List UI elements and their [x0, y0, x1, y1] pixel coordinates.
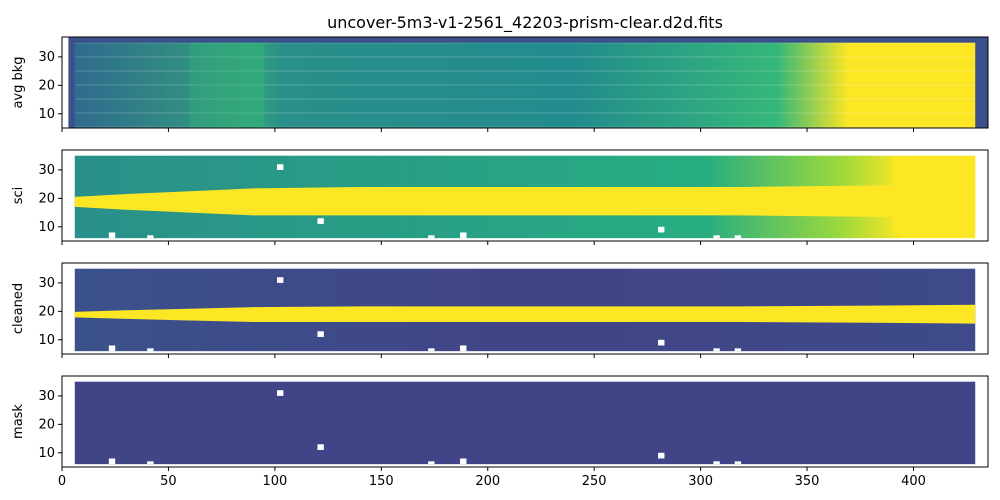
- panel-sci: 10 20 30 sci: [11, 149, 989, 245]
- y-tick-label: 30: [38, 163, 55, 178]
- masked-pixel: [428, 235, 435, 239]
- x-tick-label: 100: [262, 474, 287, 489]
- figure-title: uncover-5m3-v1-2561_42203-prism-clear.d2…: [327, 13, 723, 33]
- y-axis-label: mask: [11, 404, 26, 439]
- panel-cleaned: 10 20 30 cleaned: [11, 262, 989, 358]
- x-tick-label: 350: [795, 474, 820, 489]
- y-tick-label: 30: [38, 389, 55, 404]
- masked-pixel: [108, 458, 116, 465]
- y-axis-label: sci: [11, 187, 26, 205]
- axes-frame: [61, 149, 989, 242]
- masked-pixel: [147, 348, 154, 352]
- y-axis-label: cleaned: [11, 283, 26, 334]
- masked-pixel: [317, 331, 324, 337]
- y-tick-label: 10: [38, 333, 55, 348]
- masked-pixel: [108, 232, 116, 239]
- y-tick-label: 20: [38, 417, 55, 432]
- masked-pixel: [713, 235, 720, 239]
- masked-pixel: [734, 348, 742, 352]
- masked-pixel: [428, 348, 435, 352]
- x-tick-label: 0: [58, 474, 66, 489]
- masked-pixel: [713, 461, 720, 465]
- masked-pixel: [460, 458, 467, 465]
- masked-pixel: [108, 345, 116, 352]
- axes-frame: [61, 375, 989, 468]
- y-axis-label: avg bkg: [11, 56, 26, 108]
- x-tick-label: 300: [688, 474, 713, 489]
- masked-pixel: [658, 226, 665, 233]
- masked-pixel: [734, 235, 742, 239]
- masked-pixel: [658, 339, 665, 346]
- x-tick-label: 250: [582, 474, 607, 489]
- masked-pixel: [277, 164, 284, 170]
- y-tick-label: 20: [38, 78, 55, 93]
- masked-pixel: [147, 461, 154, 465]
- x-tick-label: 150: [369, 474, 394, 489]
- y-tick-label: 30: [38, 50, 55, 65]
- masked-pixel: [713, 348, 720, 352]
- spectral-trace: [74, 184, 976, 219]
- masked-pixel: [147, 235, 154, 239]
- panels: 10 20 30 avg bkg 10 20 30 sci 10 20 30 cleaned 10 20 3…: [11, 36, 989, 489]
- masked-pixel: [734, 461, 742, 465]
- saturated-region: [892, 158, 976, 233]
- bkg-bright-band: [189, 42, 265, 128]
- masked-pixel: [460, 345, 467, 352]
- masked-pixel: [317, 218, 324, 224]
- axes-frame: [61, 36, 989, 129]
- y-tick-label: 20: [38, 304, 55, 319]
- y-tick-label: 10: [38, 220, 55, 235]
- x-tick-label: 50: [160, 474, 177, 489]
- panel-avg-bkg: 10 20 30 avg bkg: [11, 36, 989, 132]
- masked-pixel: [428, 461, 435, 465]
- heatmap-image: [74, 381, 976, 465]
- masked-pixel: [460, 232, 467, 239]
- masked-pixel: [658, 452, 665, 459]
- y-tick-label: 10: [38, 107, 55, 122]
- masked-pixel: [317, 444, 324, 450]
- spectral-trace: [74, 304, 976, 324]
- x-tick-label: 200: [475, 474, 500, 489]
- x-tick-label: 400: [901, 474, 926, 489]
- masked-pixel: [277, 277, 284, 283]
- bkg-stripes: [74, 42, 976, 128]
- masked-pixel: [277, 390, 284, 396]
- y-tick-label: 10: [38, 446, 55, 461]
- y-tick-label: 20: [38, 191, 55, 206]
- axes-frame: [61, 262, 989, 355]
- y-tick-label: 30: [38, 276, 55, 291]
